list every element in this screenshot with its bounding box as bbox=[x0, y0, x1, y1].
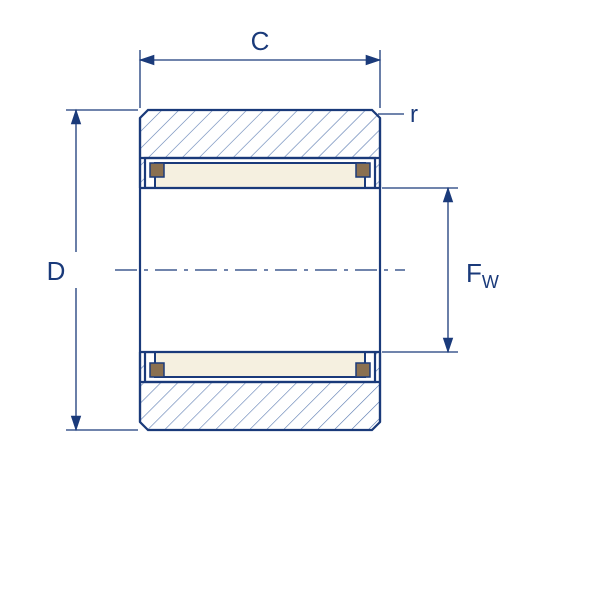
dimension-c: C bbox=[140, 26, 380, 108]
label-r: r bbox=[410, 101, 418, 128]
label-c: C bbox=[251, 26, 270, 56]
dimension-r: r bbox=[378, 101, 418, 128]
roller-top bbox=[155, 163, 365, 188]
bearing-schematic: C D FW r bbox=[0, 0, 600, 600]
roller-bottom bbox=[155, 352, 365, 377]
label-d: D bbox=[47, 256, 66, 286]
